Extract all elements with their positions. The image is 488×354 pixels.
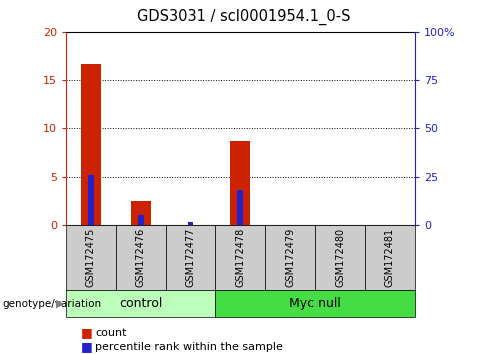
- Bar: [81, 64, 101, 225]
- Text: genotype/variation: genotype/variation: [2, 298, 102, 309]
- Text: control: control: [119, 297, 163, 310]
- Bar: [138, 215, 143, 225]
- Bar: [230, 141, 250, 225]
- Text: Myc null: Myc null: [289, 297, 341, 310]
- Text: count: count: [95, 328, 127, 338]
- Text: GDS3031 / scl0001954.1_0-S: GDS3031 / scl0001954.1_0-S: [137, 9, 351, 25]
- Bar: [187, 222, 193, 225]
- Text: GSM172475: GSM172475: [86, 228, 96, 287]
- Bar: [131, 201, 151, 225]
- Text: GSM172480: GSM172480: [335, 228, 345, 287]
- Bar: [88, 175, 94, 225]
- Text: ■: ■: [81, 326, 92, 339]
- Text: GSM172481: GSM172481: [385, 228, 395, 287]
- Text: GSM172477: GSM172477: [185, 228, 196, 287]
- Text: GSM172479: GSM172479: [285, 228, 295, 287]
- Text: GSM172478: GSM172478: [235, 228, 245, 287]
- Text: ▶: ▶: [56, 298, 64, 309]
- Text: GSM172476: GSM172476: [136, 228, 145, 287]
- Text: percentile rank within the sample: percentile rank within the sample: [95, 342, 283, 352]
- Bar: [237, 190, 244, 225]
- Text: ■: ■: [81, 341, 92, 353]
